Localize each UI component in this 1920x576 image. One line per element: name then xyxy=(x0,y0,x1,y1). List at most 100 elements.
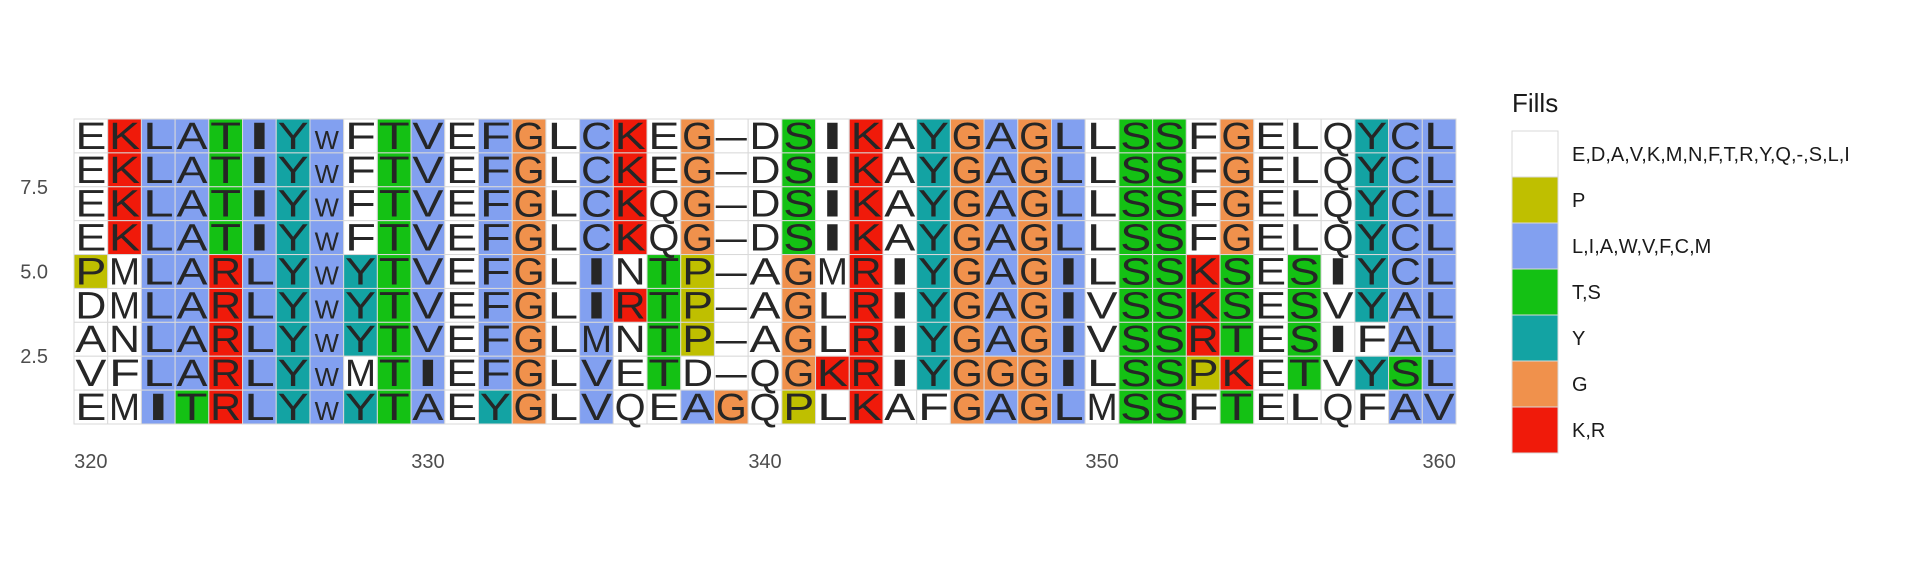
residue-letter: I xyxy=(1053,251,1084,293)
alignment-cell xyxy=(376,355,412,391)
alignment-cell xyxy=(612,254,648,289)
residue-letter: S xyxy=(1289,319,1320,361)
alignment-cell xyxy=(208,321,244,357)
residue-letter: W xyxy=(315,396,340,426)
residue-letter: F xyxy=(480,285,511,327)
x-tick-label: 350 xyxy=(1085,451,1118,473)
residue-letter: L xyxy=(244,251,275,293)
residue-letter: C xyxy=(1390,184,1421,226)
alignment-cell xyxy=(444,287,479,323)
residue-letter: A xyxy=(176,218,208,260)
legend-label: L,I,A,W,V,F,C,M xyxy=(1572,236,1711,258)
residue-letter: G xyxy=(514,353,545,395)
alignment-cell xyxy=(107,186,142,222)
residue-letter: F xyxy=(345,184,376,226)
alignment-cell xyxy=(815,254,850,289)
residue-letter: T xyxy=(648,285,679,327)
residue-letter: R xyxy=(210,285,241,327)
residue-letter: C xyxy=(581,218,612,260)
residue-letter: K xyxy=(817,353,848,395)
residue-letter: S xyxy=(1390,353,1421,395)
alignment-cell xyxy=(713,287,749,323)
residue-letter: I xyxy=(244,116,275,158)
residue-letter: E xyxy=(1255,285,1286,327)
residue-letter: G xyxy=(1019,319,1050,361)
residue-letter: C xyxy=(581,184,612,226)
residue-letter: L xyxy=(547,218,578,260)
y-tick-label: 5.0 xyxy=(20,262,48,284)
residue-letter: E xyxy=(446,116,477,158)
alignment-cell xyxy=(781,220,817,256)
x-tick-label: 360 xyxy=(1422,451,1455,473)
residue-letter: L xyxy=(1087,150,1118,192)
alignment-cell xyxy=(949,118,985,154)
residue-letter: W xyxy=(315,193,340,223)
residue-letter: I xyxy=(1053,319,1084,361)
residue-letter: — xyxy=(716,116,747,158)
residue-letter: T xyxy=(210,184,241,226)
residue-letter: Y xyxy=(918,218,949,260)
alignment-cell xyxy=(1320,220,1356,256)
residue-letter: N xyxy=(615,319,646,361)
residue-letter: L xyxy=(1087,116,1118,158)
residue-letter: G xyxy=(682,218,713,260)
alignment-cell xyxy=(545,186,581,222)
residue-letter: L xyxy=(1087,251,1118,293)
residue-letter: P xyxy=(1188,353,1219,395)
residue-letter: Y xyxy=(278,319,309,361)
residue-letter: G xyxy=(952,285,983,327)
alignment-cell xyxy=(1051,186,1086,222)
residue-letter: D xyxy=(682,353,713,395)
alignment-cell xyxy=(444,118,479,154)
residue-letter: S xyxy=(1120,184,1151,226)
alignment-cell xyxy=(1286,220,1322,256)
residue-letter: V xyxy=(1323,353,1355,395)
residue-letter: N xyxy=(109,319,140,361)
residue-letter: D xyxy=(749,116,780,158)
alignment-cell xyxy=(680,389,715,425)
alignment-cell xyxy=(174,220,210,256)
residue-letter: T xyxy=(210,150,241,192)
residue-letter: L xyxy=(1424,218,1455,260)
residue-letter: C xyxy=(1390,116,1421,158)
residue-letter: S xyxy=(1154,184,1185,226)
alignment-cell xyxy=(511,254,547,289)
alignment-cell xyxy=(1388,355,1423,391)
residue-letter: A xyxy=(985,150,1017,192)
residue-letter: C xyxy=(1390,251,1421,293)
alignment-cell xyxy=(1354,355,1390,391)
residue-letter: F xyxy=(1188,184,1219,226)
residue-letter: G xyxy=(1019,285,1050,327)
residue-letter: M xyxy=(109,387,140,429)
residue-letter: I xyxy=(817,184,848,226)
residue-letter: Y xyxy=(1356,251,1387,293)
residue-letter: L xyxy=(244,319,275,361)
residue-letter: M xyxy=(345,353,376,395)
residue-letter: K xyxy=(1188,285,1219,327)
alignment-cell xyxy=(1017,321,1053,357)
alignment-cell xyxy=(747,287,783,323)
residue-letter: C xyxy=(581,150,612,192)
alignment-cell xyxy=(140,220,176,256)
alignment-cell xyxy=(477,287,513,323)
residue-letter: T xyxy=(379,319,410,361)
residue-letter: G xyxy=(783,251,814,293)
alignment-cell xyxy=(1286,186,1322,222)
alignment-cell xyxy=(545,389,581,425)
residue-letter: L xyxy=(143,218,174,260)
residue-letter: A xyxy=(985,218,1017,260)
residue-letter: Y xyxy=(918,184,949,226)
residue-letter: E xyxy=(446,353,477,395)
residue-letter: I xyxy=(884,319,915,361)
residue-letter: L xyxy=(1289,184,1320,226)
residue-letter: L xyxy=(143,184,174,226)
residue-letter: E xyxy=(648,387,679,429)
residue-letter: G xyxy=(952,251,983,293)
residue-letter: A xyxy=(176,319,208,361)
residue-letter: L xyxy=(1087,184,1118,226)
alignment-cell xyxy=(713,220,749,256)
alignment-cell xyxy=(815,118,850,154)
alignment-cell xyxy=(511,186,547,222)
residue-letter: Y xyxy=(345,387,376,429)
residue-letter: F xyxy=(109,353,140,395)
